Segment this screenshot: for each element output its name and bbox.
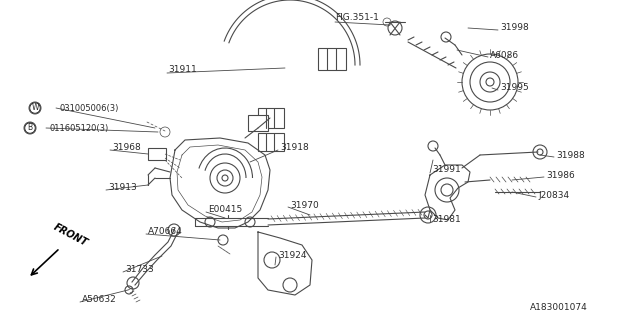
Text: 31924: 31924: [278, 251, 307, 260]
Text: 031005006(3): 031005006(3): [60, 103, 120, 113]
Text: 31913: 31913: [108, 183, 137, 193]
FancyBboxPatch shape: [258, 133, 284, 151]
Text: 31911: 31911: [168, 66, 196, 75]
Text: B: B: [28, 124, 33, 132]
Text: 31918: 31918: [280, 143, 308, 153]
Text: 31981: 31981: [432, 215, 461, 225]
FancyBboxPatch shape: [248, 115, 268, 131]
FancyBboxPatch shape: [258, 108, 284, 128]
Text: 31988: 31988: [556, 150, 585, 159]
Text: 31968: 31968: [112, 143, 141, 153]
Text: W: W: [31, 103, 39, 113]
Text: FRONT: FRONT: [52, 222, 90, 248]
Text: 31998: 31998: [500, 23, 529, 33]
Text: 31986: 31986: [546, 171, 575, 180]
Text: A70664: A70664: [148, 228, 183, 236]
Text: FIG.351-1: FIG.351-1: [335, 13, 379, 22]
Text: E00415: E00415: [208, 205, 243, 214]
Text: A6086: A6086: [490, 51, 519, 60]
Text: 31970: 31970: [290, 201, 319, 210]
Bar: [148, 148, 166, 160]
Text: 011605120(3): 011605120(3): [50, 124, 109, 132]
Text: A183001074: A183001074: [530, 303, 588, 313]
FancyBboxPatch shape: [318, 48, 346, 70]
Text: A50632: A50632: [82, 295, 116, 305]
Text: 31995: 31995: [500, 84, 529, 92]
Text: 31733: 31733: [125, 266, 154, 275]
Text: J20834: J20834: [538, 190, 569, 199]
Text: 31991: 31991: [432, 165, 461, 174]
